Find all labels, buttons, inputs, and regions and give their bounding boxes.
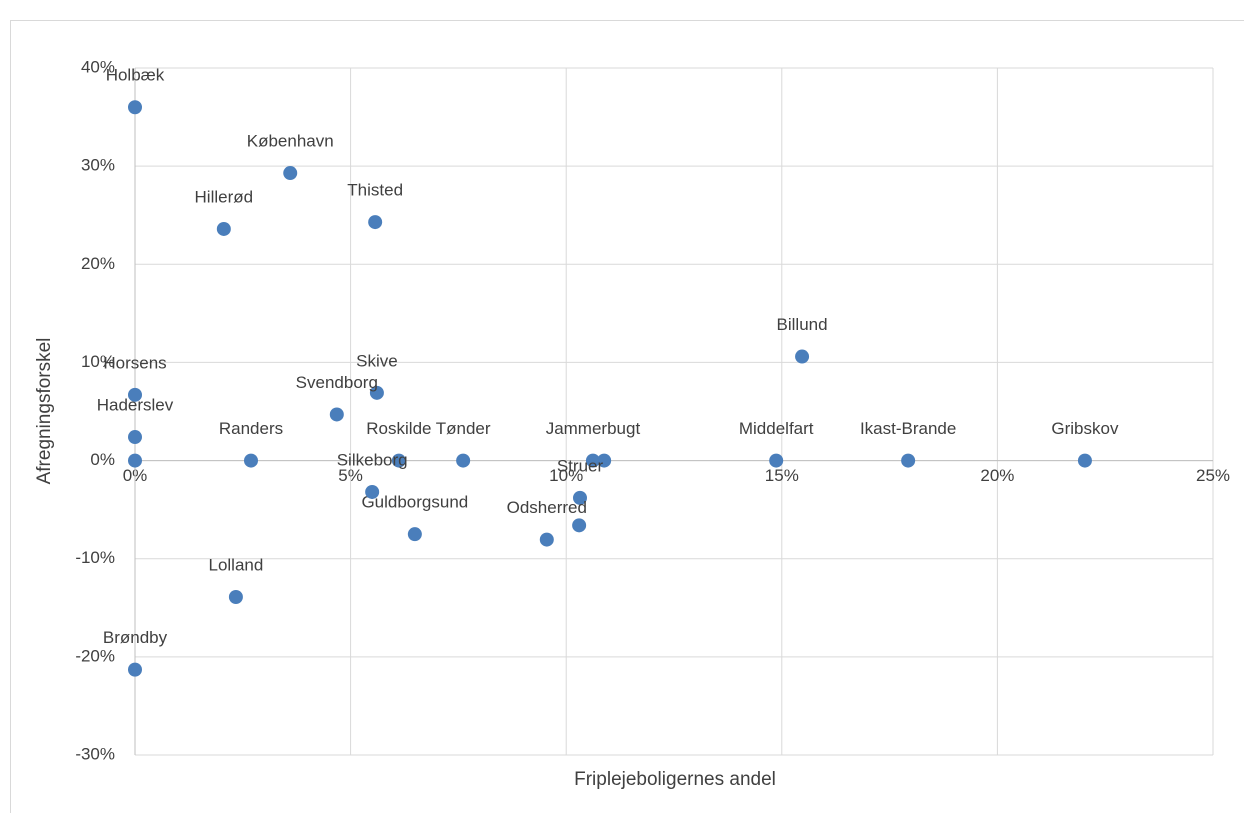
data-label: Tønder (436, 419, 491, 438)
data-label: Roskilde (366, 419, 431, 438)
point (128, 453, 142, 468)
point (572, 518, 587, 533)
point (585, 453, 600, 468)
point (365, 484, 380, 499)
point (228, 589, 243, 604)
data-label: Randers (219, 419, 283, 438)
data-label: Svendborg (296, 373, 378, 392)
data-label: Billund (777, 315, 828, 334)
y-tick-label: 40% (81, 57, 115, 76)
point (216, 221, 231, 236)
point (368, 215, 383, 230)
point (539, 532, 554, 547)
point (128, 100, 142, 115)
data-label: Hillerød (195, 187, 254, 206)
y-tick-label: -30% (75, 744, 115, 763)
y-tick-label: -10% (75, 548, 115, 567)
point (128, 430, 142, 445)
point (795, 349, 810, 364)
x-tick-label: 20% (980, 466, 1014, 485)
point (456, 453, 471, 468)
y-tick-label: -20% (75, 646, 115, 665)
data-label: Silkeborg (337, 450, 408, 469)
chart-frame (10, 20, 1244, 813)
x-tick-label: 5% (338, 466, 363, 485)
point (597, 453, 612, 468)
point (769, 453, 784, 468)
data-label: Ikast-Brande (860, 419, 956, 438)
data-label: Middelfart (739, 419, 814, 438)
x-axis-title: Friplejeboligernes andel (574, 769, 776, 790)
point (901, 453, 916, 468)
point (329, 407, 344, 422)
point (572, 490, 587, 505)
point (243, 453, 258, 468)
data-label: Gribskov (1051, 419, 1119, 438)
data-label: Jammerbugt (546, 419, 641, 438)
y-axis-title: Afregningsforskel (34, 338, 55, 485)
data-label: Skive (356, 351, 398, 370)
point (283, 166, 298, 181)
y-tick-label: 0% (90, 450, 115, 469)
x-tick-label: 15% (765, 466, 799, 485)
point (128, 387, 142, 402)
point (391, 453, 406, 468)
data-label: Haderslev (97, 396, 174, 415)
y-tick-label: 10% (81, 352, 115, 371)
x-tick-label: 25% (1196, 466, 1230, 485)
data-label: Struer (557, 456, 604, 475)
x-tick-label: 10% (549, 466, 583, 485)
data-label: Odsherred (507, 498, 587, 517)
data-label: Lolland (208, 555, 263, 574)
data-label: Horsens (103, 353, 166, 372)
data-label: Guldborgsund (361, 493, 468, 512)
y-tick-label: 20% (81, 254, 115, 273)
point (407, 527, 422, 542)
y-tick-label: 30% (81, 156, 115, 175)
point (128, 662, 142, 677)
point (369, 385, 384, 400)
data-label: Thisted (347, 181, 403, 200)
data-label: Brøndby (103, 628, 168, 647)
data-label: Holbæk (106, 66, 165, 85)
data-label: København (247, 131, 334, 150)
point (1077, 453, 1092, 468)
